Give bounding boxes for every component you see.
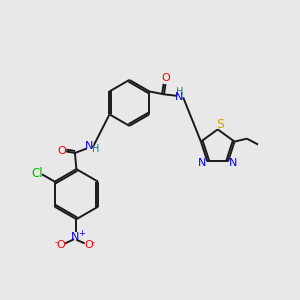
Text: +: + xyxy=(78,230,85,238)
Text: H: H xyxy=(92,143,99,154)
Text: N: N xyxy=(71,232,79,242)
Text: O: O xyxy=(84,240,93,250)
Text: -: - xyxy=(55,238,58,247)
Text: Cl: Cl xyxy=(31,167,43,180)
Text: N: N xyxy=(198,158,206,168)
Text: N: N xyxy=(229,158,238,168)
Text: N: N xyxy=(175,92,184,102)
Text: H: H xyxy=(176,87,184,97)
Text: N: N xyxy=(85,141,93,151)
Text: S: S xyxy=(216,118,224,130)
Text: -: - xyxy=(92,238,95,247)
Text: O: O xyxy=(162,73,170,83)
Text: O: O xyxy=(57,240,65,250)
Text: O: O xyxy=(57,146,66,156)
